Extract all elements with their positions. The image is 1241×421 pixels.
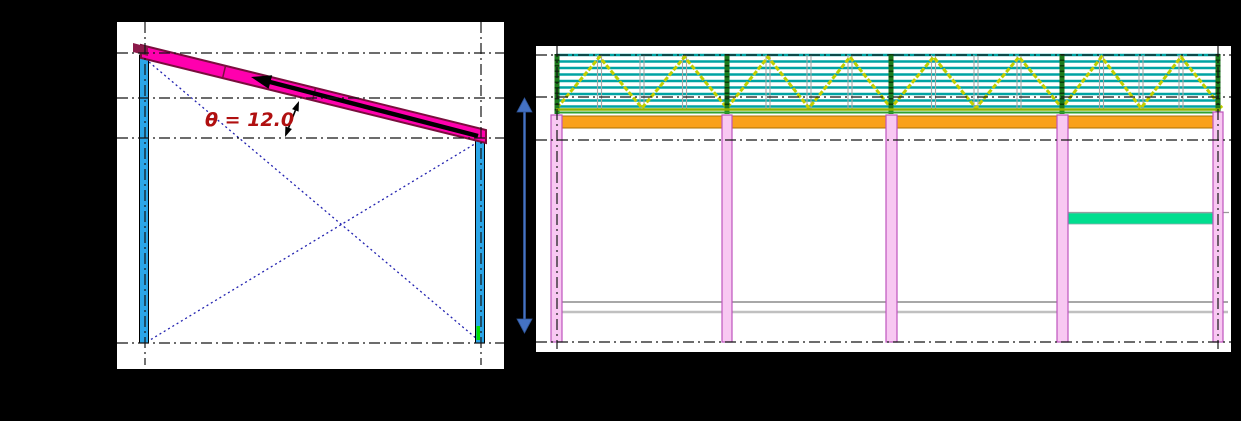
column-4 xyxy=(1056,114,1069,343)
right-column xyxy=(475,139,485,344)
rafter-splice-1 xyxy=(221,65,227,79)
roof-truss xyxy=(554,53,1224,114)
centerline-grid xyxy=(536,46,1231,349)
base-tick xyxy=(476,326,480,340)
side-elevation-drawing xyxy=(536,46,1231,349)
truss-secondary-members xyxy=(596,55,1184,110)
column-3 xyxy=(885,114,898,343)
load-arrow xyxy=(251,75,479,139)
side-elevation-panel xyxy=(536,46,1231,352)
x-bracing xyxy=(148,61,479,341)
frame-section-panel: θ = 12.0 xyxy=(117,22,504,369)
mezzanine-beam xyxy=(1057,211,1229,225)
frame-section-drawing: θ = 12.0 xyxy=(117,22,504,365)
centerline-grid xyxy=(117,22,504,365)
truss-purlins xyxy=(556,53,1220,108)
angle-label: θ = 12.0 xyxy=(205,109,294,131)
height-dimension-arrow xyxy=(516,97,533,334)
angle-dimension-arrow xyxy=(285,101,299,137)
arrowhead-down xyxy=(516,318,533,334)
column-2 xyxy=(721,114,733,343)
elevation-columns xyxy=(550,111,1224,343)
arrowhead-up xyxy=(516,97,533,113)
truss-bottom-chord xyxy=(556,108,1220,114)
